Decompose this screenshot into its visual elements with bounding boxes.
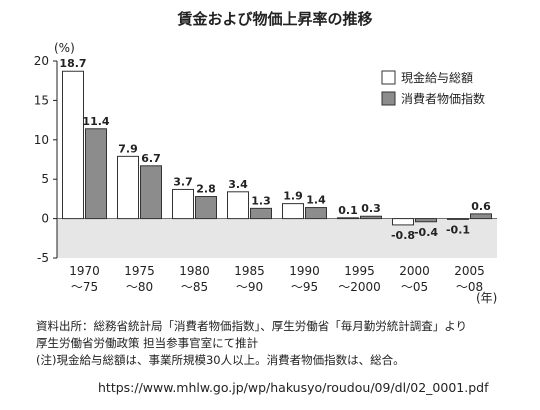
bar-wages <box>117 155 139 220</box>
x-tick-label-range: ～95 <box>291 280 318 294</box>
negative-region <box>57 218 497 258</box>
y-tick-label: 15 <box>34 93 49 107</box>
y-tick-label: 10 <box>34 133 49 147</box>
bar-wages <box>62 70 84 220</box>
x-tick-label: 1970 <box>69 264 100 278</box>
source-line-2: 厚生労働省労働政策 担当参事官室にて推計 <box>36 336 259 350</box>
x-tick-label: 1995 <box>344 264 375 278</box>
x-tick-label-range: ～08 <box>456 280 483 294</box>
bars: 18.7 11.4 7.96.7 3.72.8 3.41.3 1.9 1.4 0.1 0.3 -0… <box>59 57 492 242</box>
y-tick-label: 20 <box>34 54 49 68</box>
bar-wages <box>447 218 469 220</box>
x-tick-label: 2000 <box>399 264 430 278</box>
data-label: 18.7 <box>59 57 86 70</box>
data-label: 0.3 <box>361 202 381 215</box>
y-tick-label: 0 <box>41 212 49 226</box>
bar-cpi <box>250 207 272 220</box>
legend-swatch <box>381 70 396 85</box>
data-label: 0.6 <box>471 200 491 213</box>
bar-cpi <box>470 213 492 220</box>
data-label: 2.8 <box>196 183 216 196</box>
source-notes: 資料出所：総務省統計局「消費者物価指数」、厚生労働省「毎月勤労統計調査」より 厚… <box>36 318 526 369</box>
data-label: -0.1 <box>446 223 470 236</box>
data-label: 3.7 <box>173 175 193 188</box>
legend-label: 現金給与総額 <box>401 70 473 85</box>
x-tick-label: 1985 <box>234 264 265 278</box>
bar-wages <box>227 191 249 220</box>
x-tick-label-range: ～90 <box>236 280 263 294</box>
bar-cpi <box>415 218 437 223</box>
data-label: 1.3 <box>251 194 271 207</box>
data-label: 1.4 <box>306 194 326 207</box>
legend-label: 消費者物価指数 <box>401 91 485 106</box>
y-axis-unit: (%) <box>54 41 75 55</box>
x-tick-label-range: ～75 <box>71 280 98 294</box>
chart: 賃金および物価上昇率の推移 (%) (年) 20 15 10 5 0 -5 18.7 11.… <box>34 10 498 305</box>
data-label: 6.7 <box>141 152 161 165</box>
bar-cpi <box>140 165 162 220</box>
bar-cpi <box>195 196 217 220</box>
y-tick-label: -5 <box>37 251 49 265</box>
x-tick-label: 1980 <box>179 264 210 278</box>
note-line: (注)現金給与総額は、事業所規模30人以上。消費者物価指数は、総合。 <box>36 353 405 367</box>
bar-cpi <box>360 215 382 220</box>
data-label: 11.4 <box>82 115 109 128</box>
x-tick-label: 1990 <box>289 264 320 278</box>
data-label: 3.4 <box>228 178 248 191</box>
legend-swatch <box>381 91 396 106</box>
bar-wages <box>337 217 359 220</box>
data-label: -0.8 <box>391 229 415 242</box>
x-tick-label: 2005 <box>454 264 485 278</box>
data-label: 0.1 <box>338 204 358 217</box>
negative-region-fill <box>57 218 497 258</box>
x-tick-label-range: ～2000 <box>338 280 381 294</box>
x-tick-label: 1975 <box>124 264 155 278</box>
data-label: -0.4 <box>414 226 438 239</box>
x-tick-label-range: ～05 <box>401 280 428 294</box>
bar-wages <box>172 188 194 220</box>
x-tick-label-range: ～85 <box>181 280 208 294</box>
x-axis-labels: 1970 ～75 1975 ～80 1980 ～85 1985 ～90 1990 ～95 1995 ～… <box>69 264 485 294</box>
source-url: https://www.mhlw.go.jp/wp/hakusyo/roudou… <box>98 380 489 395</box>
data-label: 1.9 <box>283 190 303 203</box>
bar-cpi <box>85 128 107 220</box>
chart-title: 賃金および物価上昇率の推移 <box>176 10 372 28</box>
bar-wages <box>392 218 414 226</box>
source-line-1: 資料出所：総務省統計局「消費者物価指数」、厚生労働省「毎月勤労統計調査」より <box>36 319 468 333</box>
bar-wages <box>282 203 304 220</box>
y-tick-label: 5 <box>41 172 49 186</box>
data-label: 7.9 <box>118 142 138 155</box>
x-axis-unit: (年) <box>476 291 497 305</box>
x-tick-label-range: ～80 <box>126 280 153 294</box>
bar-cpi <box>305 207 327 220</box>
